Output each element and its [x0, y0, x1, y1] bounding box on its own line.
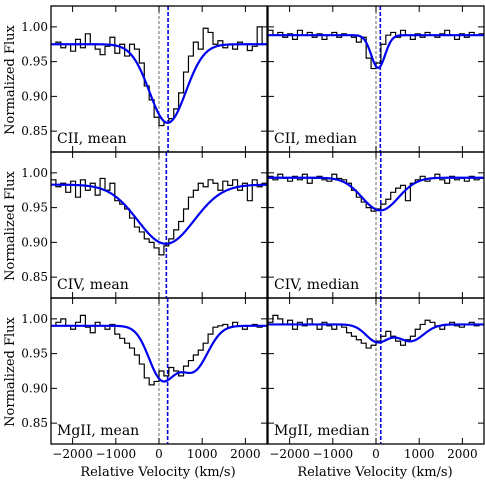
panel-civ-median: CIV, median — [267, 151, 485, 299]
panels-group: CII, mean 0.85 0.90 0.95 1.00 CII, median CIV,… — [21, 5, 485, 461]
y-tick-label: 0.95 — [21, 201, 48, 215]
x-tick-label: 1000 — [404, 447, 435, 461]
panel-label: CII, mean — [57, 131, 127, 147]
data-spectrum — [51, 177, 267, 256]
x-tick-label: −2000 — [269, 447, 310, 461]
panel-mgii-mean: MgII, mean 0.85 0.90 0.95 1.00 −2000 −1000 0 100… — [21, 297, 268, 461]
panel-mgii-median: MgII, median −2000 −1000 0 1000 2000 — [267, 297, 485, 461]
panel-frame — [50, 297, 268, 445]
panel-label: CII, median — [274, 131, 357, 147]
y-tick-label: 0.95 — [21, 347, 48, 361]
y-axis-label-row-2: Normalized Flux — [3, 170, 18, 280]
panel-label: MgII, mean — [57, 423, 139, 439]
y-tick-label: 0.90 — [21, 381, 48, 395]
panel-label: MgII, median — [274, 423, 370, 439]
y-tick-label: 0.85 — [21, 270, 48, 284]
y-tick-label: 0.85 — [21, 124, 48, 138]
panel-civ-mean: CIV, mean 0.85 0.90 0.95 1.00 — [21, 151, 268, 299]
y-tick-label: 0.90 — [21, 89, 48, 103]
y-tick-label: 1.00 — [21, 312, 48, 326]
panel-frame — [267, 297, 485, 445]
panel-cii-mean: CII, mean 0.85 0.90 0.95 1.00 — [21, 5, 268, 153]
fit-curve — [268, 323, 484, 344]
x-tick-label: 0 — [155, 447, 163, 461]
y-tick-label: 0.90 — [21, 235, 48, 249]
y-tick-label: 1.00 — [21, 20, 48, 34]
fit-curve — [51, 183, 267, 245]
panel-label: CIV, median — [274, 277, 359, 293]
fit-curve — [51, 43, 267, 124]
x-axis-label-right: Relative Velocity (km/s) — [297, 465, 452, 480]
x-tick-label: −1000 — [313, 447, 354, 461]
y-tick-label: 1.00 — [21, 166, 48, 180]
panel-cii-median: CII, median — [267, 5, 485, 153]
fit-curve — [268, 176, 484, 212]
x-tick-label: 2000 — [447, 447, 478, 461]
fit-curve — [51, 324, 267, 383]
x-tick-label: −2000 — [52, 447, 93, 461]
x-tick-label: 0 — [372, 447, 380, 461]
fit-curve — [268, 34, 484, 69]
panel-label: CIV, mean — [57, 277, 129, 293]
x-tick-label: 2000 — [230, 447, 261, 461]
y-tick-label: 0.85 — [21, 416, 48, 430]
y-tick-label: 0.95 — [21, 55, 48, 69]
x-tick-label: −1000 — [96, 447, 137, 461]
x-tick-label: 1000 — [187, 447, 218, 461]
x-axis-label-left: Relative Velocity (km/s) — [80, 465, 235, 480]
y-axis-label-row-1: Normalized Flux — [3, 24, 18, 134]
y-axis-label-row-3: Normalized Flux — [3, 316, 18, 426]
